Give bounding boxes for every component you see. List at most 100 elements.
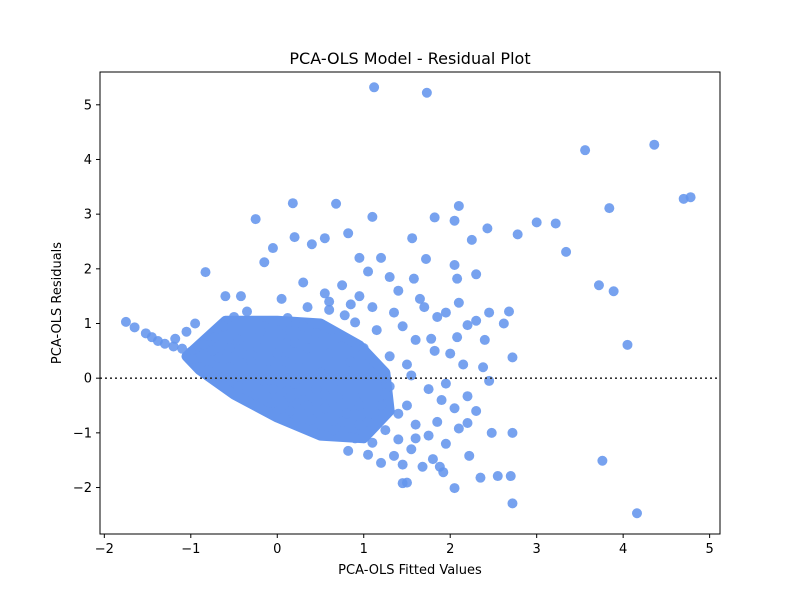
data-point (432, 311, 443, 322)
data-point (462, 320, 473, 331)
plot-frame (99, 71, 721, 535)
x-tick-label: 1 (360, 542, 368, 557)
data-point (622, 339, 633, 350)
data-point (354, 400, 365, 411)
data-point (363, 266, 374, 277)
data-point (475, 472, 486, 483)
data-point (408, 273, 419, 284)
y-tick-label: 5 (84, 98, 92, 113)
data-point (354, 419, 365, 430)
data-point (449, 403, 460, 414)
y-axis-label: PCA-OLS Residuals (50, 242, 65, 364)
data-point (337, 378, 348, 389)
data-point (507, 352, 518, 363)
data-point (466, 234, 477, 245)
x-tick-label: 3 (533, 542, 541, 557)
data-point (289, 378, 300, 389)
y-tick-label: 1 (84, 317, 92, 332)
data-point (210, 332, 221, 343)
data-point (328, 425, 339, 436)
data-point (414, 293, 425, 304)
data-point (407, 233, 418, 244)
data-point (462, 391, 473, 402)
data-point (371, 325, 382, 336)
data-point (233, 334, 244, 345)
data-point (429, 345, 440, 356)
data-point (482, 223, 493, 234)
data-point (376, 252, 387, 263)
data-point (453, 423, 464, 434)
data-point (389, 307, 400, 318)
data-point (471, 269, 482, 280)
data-point (410, 419, 421, 430)
data-point (484, 307, 495, 318)
data-point (367, 437, 378, 448)
data-point (170, 333, 181, 344)
y-tick-label: 4 (84, 153, 92, 168)
data-point (276, 329, 287, 340)
data-point (440, 438, 451, 449)
data-point (393, 408, 404, 419)
data-point (285, 405, 296, 416)
data-point (220, 291, 231, 302)
data-point (421, 87, 432, 98)
data-point (224, 362, 235, 373)
data-point (406, 370, 417, 381)
data-point (464, 450, 475, 461)
cluster-shape (181, 315, 395, 444)
data-point (235, 291, 246, 302)
data-point (168, 341, 179, 352)
data-point (177, 343, 188, 354)
data-point (354, 291, 365, 302)
data-point (343, 228, 354, 239)
data-point (504, 306, 515, 317)
data-point (263, 364, 274, 375)
x-tick-label: −2 (95, 542, 114, 557)
data-point (427, 454, 438, 465)
data-point (380, 389, 391, 400)
data-point (324, 296, 335, 307)
data-point (436, 395, 447, 406)
data-point (507, 498, 518, 509)
chart-title: PCA-OLS Model - Residual Plot (289, 49, 530, 68)
data-point (190, 318, 201, 329)
data-point (367, 211, 378, 222)
data-point (159, 338, 170, 349)
data-point (449, 483, 460, 494)
data-point (452, 332, 463, 343)
plot-area (99, 71, 721, 535)
y-tick-label: −1 (73, 426, 92, 441)
data-point (250, 389, 261, 400)
data-point (478, 362, 489, 373)
data-point (376, 457, 387, 468)
dense-point-cluster (181, 315, 395, 444)
data-point (319, 233, 330, 244)
data-point (337, 280, 348, 291)
data-point (280, 356, 291, 367)
data-point (507, 427, 518, 438)
data-point (367, 302, 378, 313)
data-point (332, 332, 343, 343)
data-point (319, 403, 330, 414)
data-point (432, 416, 443, 427)
data-point (242, 306, 253, 317)
data-point (410, 433, 421, 444)
data-point (331, 198, 342, 209)
data-point (354, 252, 365, 263)
data-point (298, 321, 309, 332)
data-point (289, 232, 300, 243)
data-point (363, 449, 374, 460)
data-point (445, 348, 456, 359)
data-point (401, 400, 412, 411)
data-point (229, 311, 240, 322)
data-point (376, 400, 387, 411)
data-point (254, 326, 265, 337)
data-point (358, 343, 369, 354)
data-point (593, 280, 604, 291)
data-point (685, 192, 696, 203)
x-axis-ticks: −2 −1 0 1 2 3 4 5 (95, 534, 714, 557)
data-point (311, 328, 322, 339)
data-point (339, 310, 350, 321)
data-point (302, 343, 313, 354)
data-point (332, 392, 343, 403)
